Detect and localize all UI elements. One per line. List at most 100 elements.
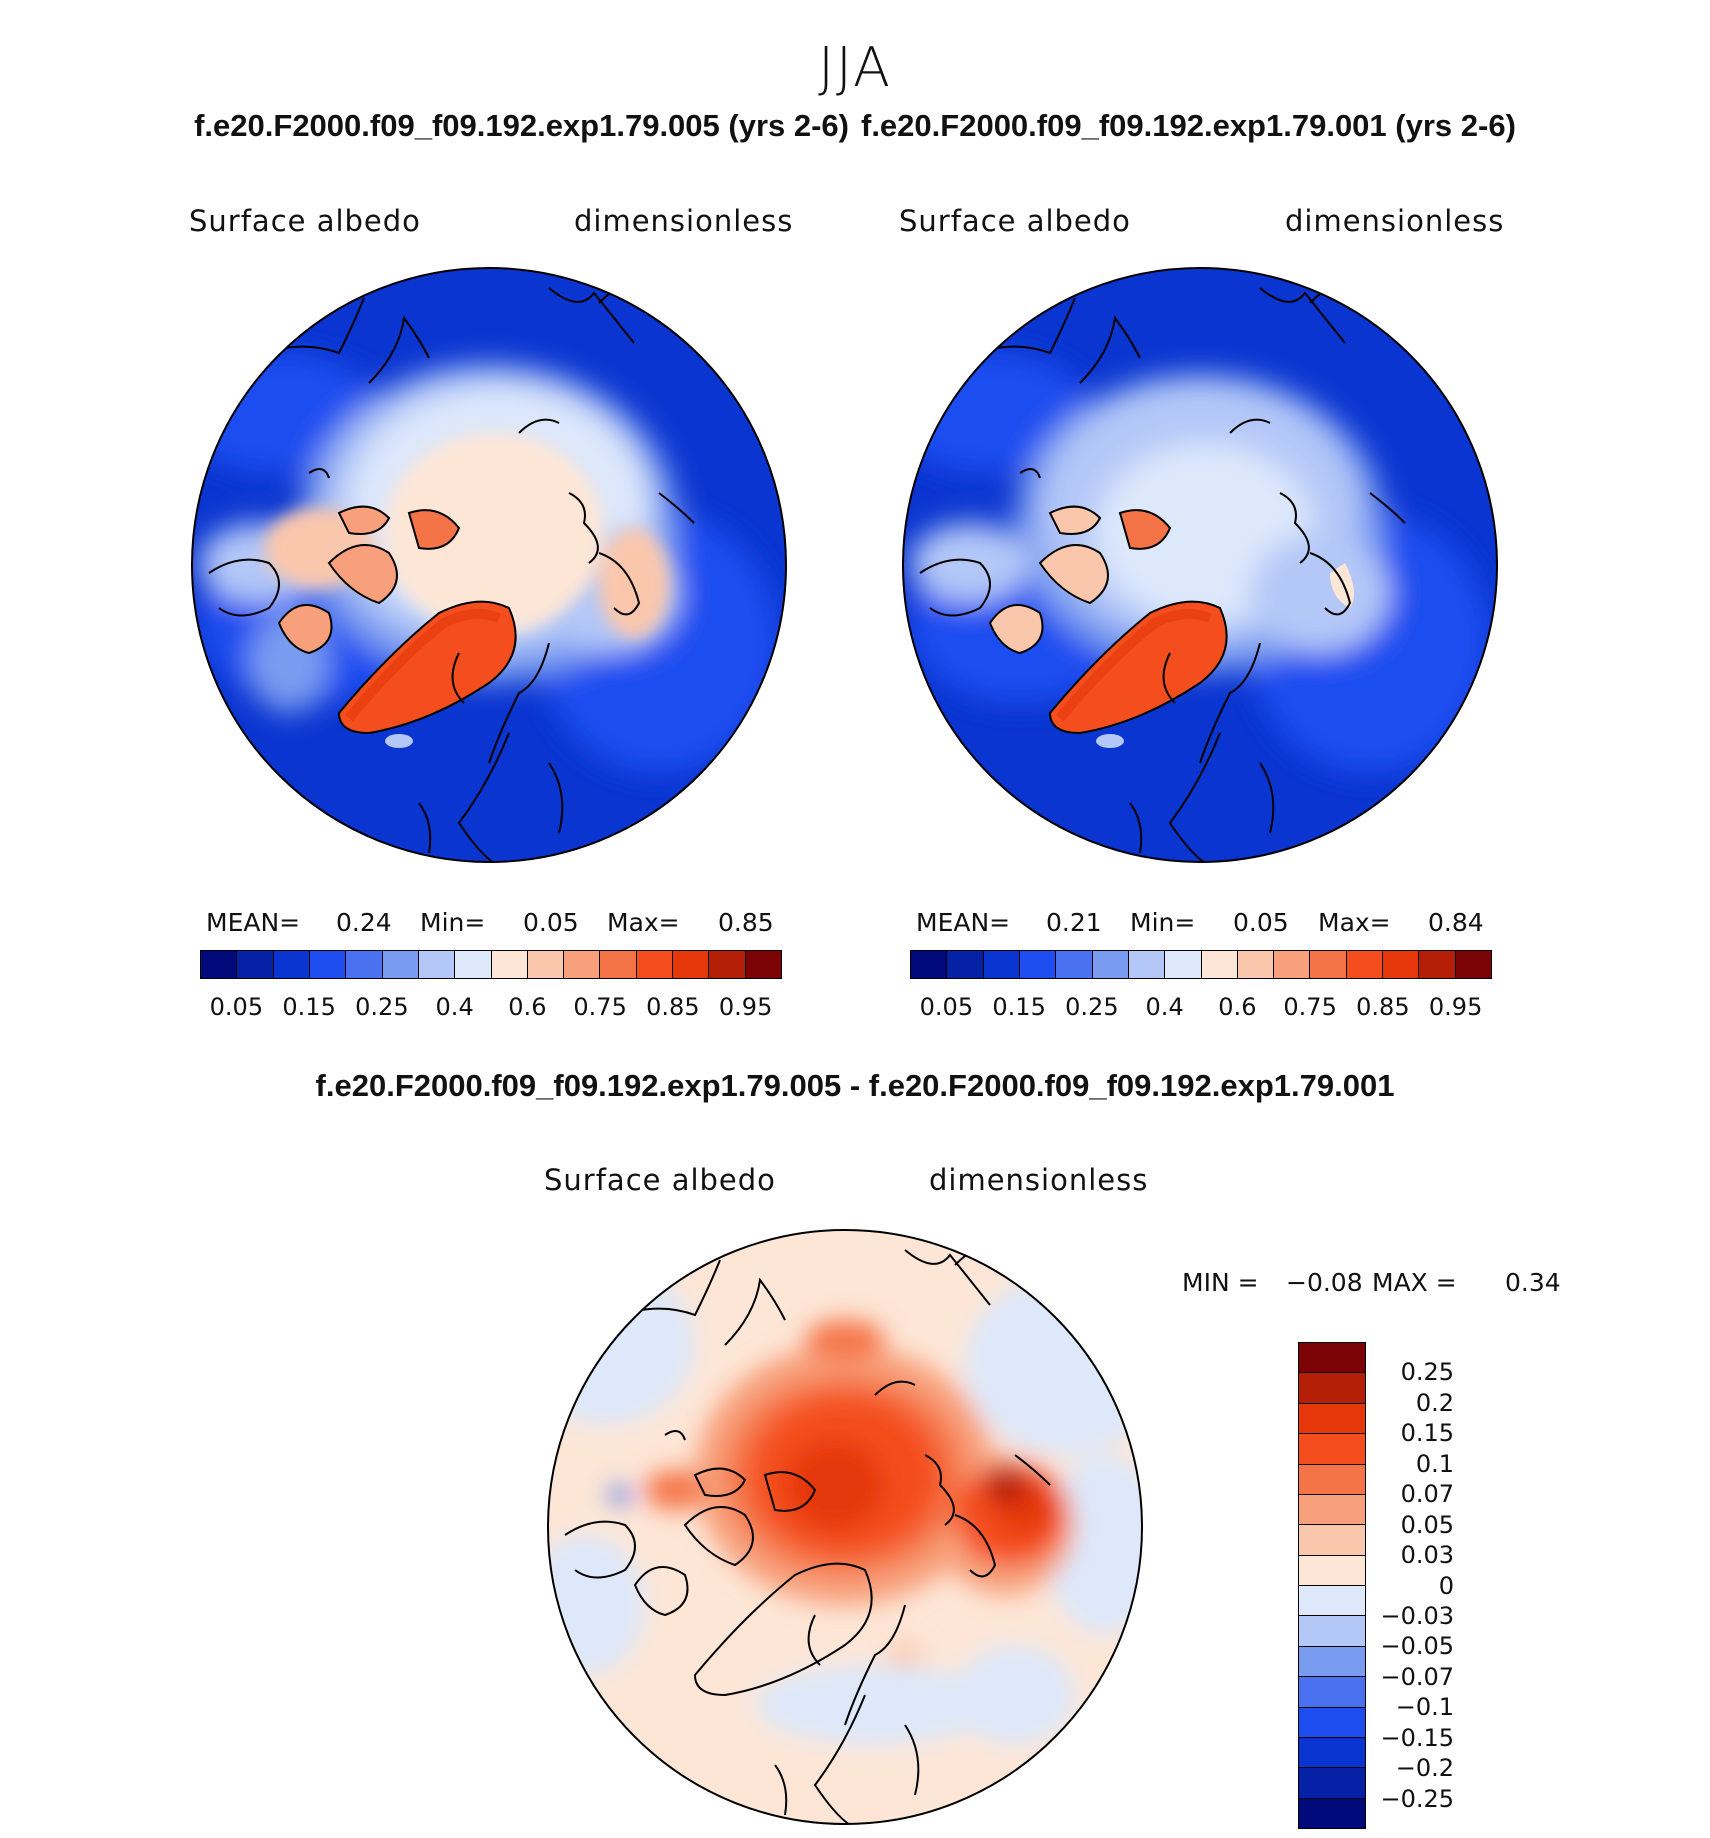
colorbar-swatch <box>1299 1737 1365 1769</box>
colorbar-swatch <box>983 951 1020 978</box>
colorbar-tick-label: 0.85 <box>646 993 700 1021</box>
colorbar-tick-label: 0.4 <box>435 993 474 1021</box>
colorbar-tick-label: 0.05 <box>1400 1510 1454 1539</box>
case1-title: f.e20.F2000.f09_f09.192.exp1.79.005 (yrs… <box>194 108 849 143</box>
colorbar-tick-label: 0.07 <box>1400 1480 1454 1509</box>
colorbar-swatch <box>1299 1434 1365 1465</box>
diff-variable-label: Surface albedo <box>544 1163 776 1197</box>
panel2-min-label: Min= <box>1130 908 1196 937</box>
diff-title: f.e20.F2000.f09_f09.192.exp1.79.005 - f.… <box>315 1068 1395 1103</box>
panel1-max-label: Max= <box>607 908 680 937</box>
colorbar-tick-label: 0.6 <box>1218 993 1257 1021</box>
colorbar-swatch <box>1092 951 1129 978</box>
diff-units-label: dimensionless <box>929 1163 1149 1197</box>
colorbar-swatch <box>1455 951 1491 978</box>
colorbar-swatch <box>1299 1798 1365 1828</box>
colorbar-tick-label: 0.85 <box>1356 993 1410 1021</box>
colorbar-tick-label: −0.1 <box>1395 1693 1454 1722</box>
case2-title: f.e20.F2000.f09_f09.192.exp1.79.001 (yrs… <box>861 108 1516 143</box>
panel1-units-label: dimensionless <box>574 204 794 238</box>
colorbar-swatch <box>1237 951 1275 978</box>
colorbar-tick-label: 0.6 <box>508 993 547 1021</box>
colorbar-swatch <box>1299 1373 1365 1404</box>
colorbar-swatch <box>1128 951 1166 978</box>
colorbar-swatch <box>709 951 746 978</box>
colorbar-swatch <box>1165 951 1202 978</box>
colorbar-swatch <box>1299 1677 1365 1708</box>
panel2-variable-label: Surface albedo <box>899 204 1131 238</box>
colorbar-swatch <box>527 951 565 978</box>
colorbar-swatch <box>1299 1464 1365 1495</box>
colorbar-swatch <box>1299 1768 1365 1799</box>
colorbar-tick-label: 0.05 <box>919 993 974 1021</box>
panel1-mean-label: MEAN= <box>206 908 301 937</box>
colorbar-swatch <box>382 951 419 978</box>
colorbar-tick-label: 0.4 <box>1145 993 1184 1021</box>
colorbar-swatch <box>1274 951 1311 978</box>
colorbar-tick-label: 0.75 <box>573 993 627 1021</box>
colorbar-tick-label: −0.25 <box>1380 1784 1454 1813</box>
colorbar-tick-label: 0.95 <box>1428 993 1483 1021</box>
colorbar-swatch <box>1299 1403 1365 1435</box>
colorbar-swatch <box>911 951 948 978</box>
diff-colorbar <box>1298 1342 1366 1829</box>
colorbar-swatch <box>455 951 492 978</box>
colorbar-tick-label: 0.2 <box>1415 1388 1454 1417</box>
colorbar-swatch <box>673 951 710 978</box>
colorbar-swatch <box>1346 951 1384 978</box>
panel1-polar-map <box>191 267 787 863</box>
panel2-units-label: dimensionless <box>1285 204 1505 238</box>
colorbar-swatch <box>273 951 310 978</box>
panel2-mean-label: MEAN= <box>916 908 1011 937</box>
diff-max-value: 0.34 <box>1505 1268 1561 1297</box>
colorbar-swatch <box>745 951 781 978</box>
colorbar-tick-label: 0.15 <box>1400 1419 1454 1448</box>
panel2-mean-value: 0.21 <box>1046 908 1102 937</box>
case-titles: f.e20.F2000.f09_f09.192.exp1.79.005 (yrs… <box>0 108 1710 144</box>
colorbar-swatch <box>491 951 528 978</box>
colorbar-tick-label: −0.15 <box>1380 1723 1454 1752</box>
colorbar-tick-label: 0.05 <box>209 993 264 1021</box>
panel1-variable-label: Surface albedo <box>189 204 421 238</box>
diff-min-value: −0.08 <box>1286 1268 1363 1297</box>
colorbar-swatch <box>1201 951 1238 978</box>
colorbar-swatch <box>201 951 238 978</box>
colorbar-swatch <box>1299 1525 1365 1556</box>
colorbar-swatch <box>237 951 274 978</box>
colorbar-tick-label: 0.1 <box>1415 1449 1454 1478</box>
panel1-max-value: 0.85 <box>718 908 774 937</box>
colorbar-swatch <box>1299 1586 1365 1617</box>
diff-min-label: MIN = <box>1182 1268 1259 1297</box>
colorbar-tick-label: 0.95 <box>718 993 773 1021</box>
panel1-min-value: 0.05 <box>523 908 579 937</box>
colorbar-swatch <box>1299 1707 1365 1738</box>
colorbar-tick-label: 0.25 <box>1065 993 1119 1021</box>
colorbar-tick-label: −0.03 <box>1380 1601 1454 1630</box>
colorbar-swatch <box>564 951 601 978</box>
colorbar-swatch <box>1056 951 1093 978</box>
season-title: JJA <box>818 36 892 99</box>
panel2-max-label: Max= <box>1318 908 1391 937</box>
panel1-colorbar <box>200 950 782 979</box>
panel2-colorbar <box>910 950 1492 979</box>
colorbar-tick-label: 0.25 <box>355 993 409 1021</box>
panel2-max-value: 0.84 <box>1428 908 1484 937</box>
colorbar-tick-label: 0 <box>1438 1571 1454 1600</box>
colorbar-tick-label: 0.15 <box>992 993 1046 1021</box>
colorbar-swatch <box>1383 951 1420 978</box>
colorbar-swatch <box>418 951 456 978</box>
diff-polar-map <box>547 1229 1143 1825</box>
panel1-min-label: Min= <box>420 908 486 937</box>
colorbar-tick-label: −0.07 <box>1380 1662 1454 1691</box>
colorbar-swatch <box>309 951 347 978</box>
colorbar-swatch <box>636 951 674 978</box>
panel2-polar-map <box>902 267 1498 863</box>
colorbar-tick-label: −0.05 <box>1380 1632 1454 1661</box>
colorbar-tick-label: 0.03 <box>1400 1541 1454 1570</box>
colorbar-swatch <box>600 951 637 978</box>
colorbar-swatch <box>1419 951 1456 978</box>
panel2-min-value: 0.05 <box>1233 908 1289 937</box>
colorbar-swatch <box>1299 1494 1365 1526</box>
diff-max-label: MAX = <box>1372 1268 1457 1297</box>
colorbar-tick-label: −0.2 <box>1395 1754 1454 1783</box>
